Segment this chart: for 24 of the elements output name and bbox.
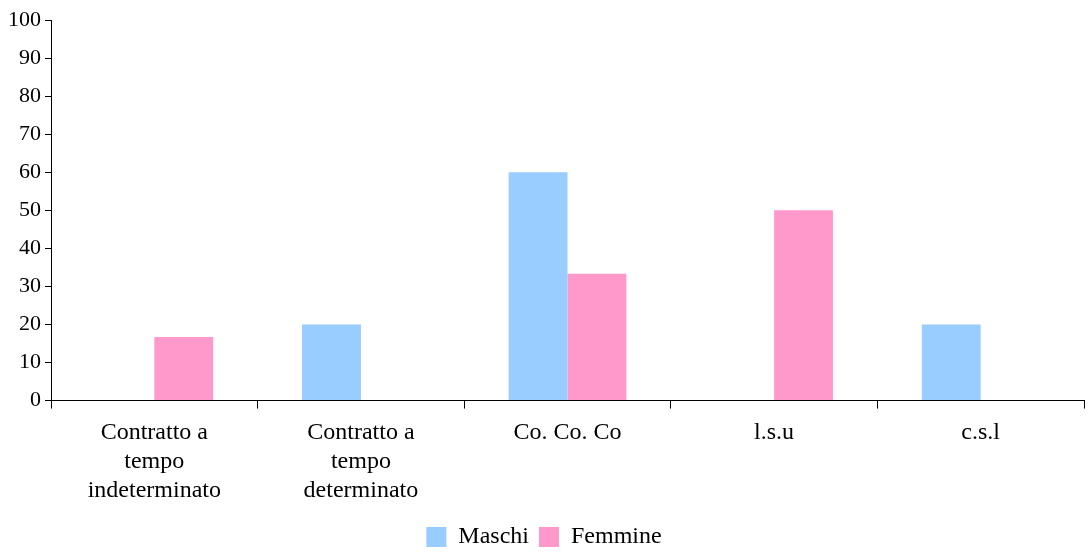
x-tick-label: c.s.l	[961, 418, 1001, 445]
y-tick-label: 60	[19, 158, 41, 184]
x-tick-label: Contratto a tempo indeterminato	[87, 418, 221, 502]
y-tick-label: 50	[19, 196, 41, 222]
bar	[567, 273, 627, 401]
y-tick-label: 20	[19, 310, 41, 336]
y-tick-label: 10	[19, 348, 41, 374]
bar	[302, 324, 361, 401]
y-tick-label: 100	[8, 5, 41, 31]
x-tick-label: Contratto a tempo determinato	[303, 418, 419, 502]
legend-label: Femmine	[571, 522, 662, 549]
legend-label: Maschi	[458, 522, 530, 549]
bar	[921, 324, 981, 401]
x-tick-label: l.s.u	[754, 418, 795, 445]
y-tick-label: 40	[19, 234, 41, 260]
x-tick-label: Co. Co. Co	[513, 418, 622, 445]
bar	[154, 337, 214, 401]
y-tick-label: 90	[19, 43, 41, 69]
y-tick-label: 0	[30, 386, 41, 412]
y-tick-label: 80	[19, 81, 41, 107]
y-tick-label: 30	[19, 272, 41, 298]
y-tick-label: 70	[19, 119, 41, 145]
bar	[508, 172, 568, 401]
bar	[774, 210, 833, 401]
